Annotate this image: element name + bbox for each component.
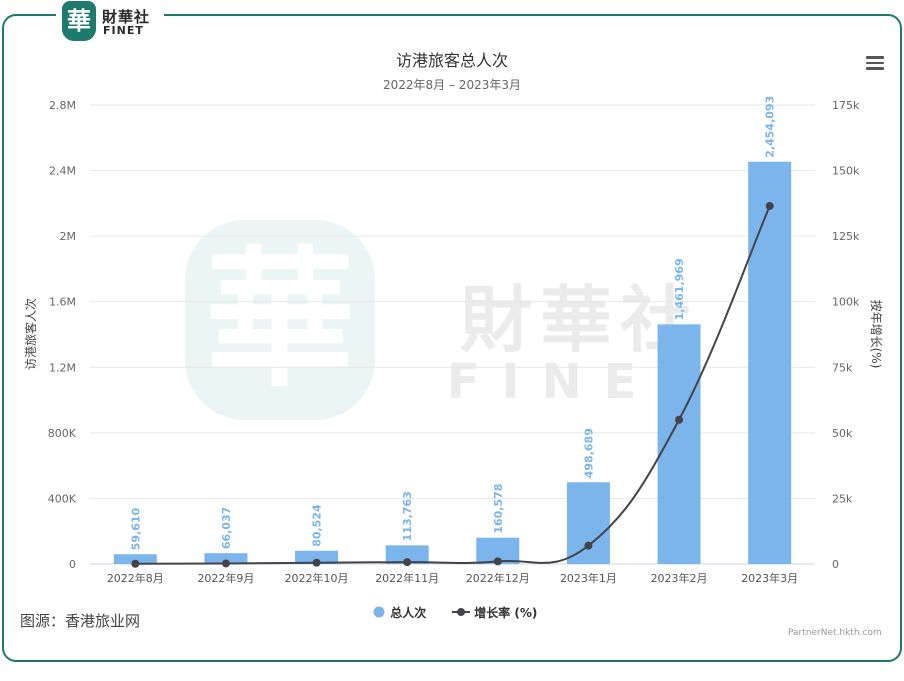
line-point [221,559,230,568]
legend: 总人次 增长率 (%) [0,604,904,622]
bar-data-label: 80,524 [311,504,324,547]
line-point [584,541,593,550]
watermark-name-cn: 財華社 [460,278,700,362]
bar-data-label: 498,689 [582,428,595,478]
brand-name-en: FINET [103,24,144,37]
brand-logo: 華 財華社 FINET [56,0,164,44]
x-tick-label: 2022年12月 [466,571,530,585]
bar-data-label: 59,610 [129,507,142,550]
y-right-axis-label: 按年增长(%) [869,300,883,369]
bar [748,161,792,564]
legend-label-total: 总人次 [390,606,427,620]
source-note: 图源：香港旅业网 [20,612,141,630]
bar [385,545,429,564]
x-tick-label: 2022年11月 [375,571,439,585]
y-right-tick-label: 0 [832,558,839,571]
y-right-tick-label: 100k [832,296,860,309]
x-tick-label: 2023年2月 [651,571,708,585]
line-series [131,201,774,568]
legend-line-marker-icon [452,608,470,616]
y-right-tick-label: 25k [832,492,853,505]
brand-name-cn: 財華社 [102,8,151,26]
credit-note: PartnerNet.hkth.com [788,628,882,638]
line-point [403,558,412,567]
bar [204,553,248,564]
legend-label-growth: 增长率 (%) [474,606,538,620]
axes: 0 400K 800K 1.2M 1.6M 2M 2.4M 2.8M 0 25k 50k 75k 100… [48,99,860,585]
line-point [312,558,321,567]
y-right-tick-label: 150k [832,165,860,178]
y-left-tick-label: 2M [60,230,77,243]
y-right-tick-label: 75k [832,361,853,374]
legend-item-total[interactable]: 总人次 [372,604,426,621]
bar-data-label: 1,461,969 [673,258,686,320]
bar-data-label: 160,578 [492,484,505,534]
x-tick-label: 2023年3月 [741,571,798,585]
watermark-badge-icon [185,220,375,420]
line-point [675,415,684,424]
x-tick-label: 2022年10月 [285,571,349,585]
bar [566,482,610,564]
bar [295,550,339,564]
x-tick-label: 2022年9月 [197,571,254,585]
watermark-name-en: FINET [447,354,713,410]
y-left-tick-label: 2.8M [49,99,76,112]
y-left-tick-label: 800K [48,427,77,440]
line-point [493,557,502,566]
y-right-tick-label: 175k [832,99,860,112]
bar-series: 59,610 66,037 80,524 113,763 160,578 498,689 1… [113,96,792,564]
x-tick-label: 2022年8月 [107,571,164,585]
x-tick-label: 2023年1月 [560,571,617,585]
watermark-badge-char: 華 [205,234,355,408]
chart-subtitle: 2022年8月 – 2023年3月 [383,78,521,92]
chart-title: 访港旅客总人次 [395,51,508,70]
y-right-tick-label: 50k [832,427,853,440]
y-left-tick-label: 2.4M [49,165,76,178]
bar [113,554,157,564]
bar-data-label: 113,763 [401,491,414,541]
legend-item-growth[interactable]: 增长率 (%) [452,604,537,621]
y-left-tick-label: 400K [48,492,77,505]
line-point [765,201,774,210]
watermark: 華 財華社 FINET [185,220,713,420]
bar-data-label: 66,037 [220,507,233,549]
chart-svg: 華 財華社 FINET 59,610 66,037 80,524 113,763 160… [23,96,883,585]
line-point [131,559,140,568]
y-left-tick-label: 1.2M [49,361,76,374]
y-left-tick-label: 1.6M [49,296,76,309]
y-left-axis-label: 访港旅客人次 [23,298,38,370]
bar [657,324,701,564]
bar-data-label: 2,454,093 [764,96,777,158]
legend-circle-icon [373,606,385,618]
y-left-tick-label: 0 [69,558,76,571]
hamburger-menu-icon[interactable] [866,56,884,70]
brand-badge-icon: 華 [62,1,96,41]
y-right-tick-label: 125k [832,230,860,243]
